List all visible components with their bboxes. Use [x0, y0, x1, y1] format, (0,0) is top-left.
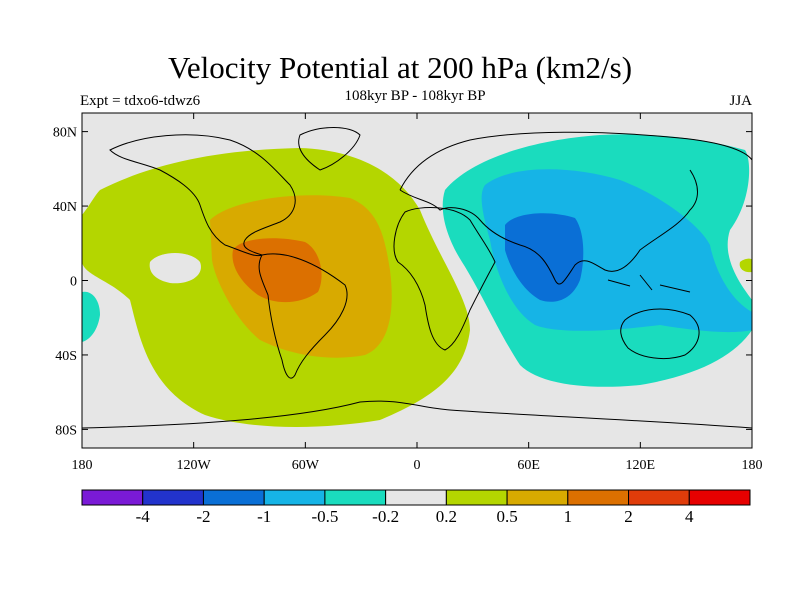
coastline-maritime-continent [607, 274, 691, 293]
map-title: Velocity Potential at 200 hPa (km2/s) [167, 50, 633, 85]
colorbar-label: 2 [624, 507, 633, 526]
coastline-north-america [109, 134, 296, 257]
colorbar-swatch [263, 489, 326, 506]
longitude-axis: 180 120W 60W 0 60E 120E 180 [72, 113, 763, 473]
colorbar-label: -0.5 [311, 507, 338, 526]
coastline-greenland [298, 127, 361, 171]
map-subtitle: 108kyr BP - 108kyr BP [344, 88, 486, 104]
colorbar-swatch [81, 489, 144, 506]
colorbar-swatch [688, 489, 751, 506]
lon-tick-label: 60E [517, 458, 540, 473]
experiment-label: Expt = tdxo6-tdwz6 [80, 93, 201, 109]
colorbar-label: -2 [196, 507, 210, 526]
season-label: JJA [729, 93, 752, 109]
colorbar-swatch [202, 489, 265, 506]
colorbar-label: -0.2 [372, 507, 399, 526]
coastline-europe-asia [399, 131, 752, 285]
lat-tick-label: 80S [55, 423, 77, 438]
colorbar-swatch [567, 489, 630, 506]
latitude-axis: 80N 40N 0 40S 80S [53, 126, 752, 438]
coastline-antarctica [82, 400, 752, 429]
colorbar-label: 4 [685, 507, 694, 526]
colorbar-swatch [385, 489, 447, 506]
coastlines [82, 127, 752, 429]
coastline-south-america [258, 253, 348, 379]
lon-tick-label: 180 [72, 458, 93, 473]
colorbar-label: -1 [257, 507, 271, 526]
coastline-africa [393, 207, 496, 351]
colorbar-swatch [506, 489, 569, 506]
lon-tick-label: 180 [742, 458, 763, 473]
negative-patch-west-edge [82, 291, 100, 342]
colorbar-swatch [324, 489, 387, 506]
colorbar-swatch [445, 489, 508, 506]
colorbar: -4 -2 -1 -0.5 -0.2 0.2 0.5 1 2 4 [81, 489, 751, 526]
lat-tick-label: 40N [53, 200, 77, 215]
negative-contour-1 [505, 213, 584, 302]
contour-fills [82, 127, 752, 429]
lon-tick-label: 120E [626, 458, 656, 473]
colorbar-label: 1 [564, 507, 573, 526]
coastline-australia [620, 308, 700, 359]
lat-tick-label: 0 [70, 275, 77, 290]
lat-tick-label: 40S [55, 349, 77, 364]
positive-contour-1 [232, 238, 322, 303]
lon-tick-label: 120W [177, 458, 212, 473]
lat-tick-label: 80N [53, 126, 77, 141]
colorbar-label: -4 [136, 507, 151, 526]
positive-patch-east-edge [739, 258, 752, 273]
lon-tick-label: 60W [292, 458, 320, 473]
neutral-patch-pacific [149, 253, 201, 284]
colorbar-label: 0.2 [436, 507, 457, 526]
colorbar-swatch [628, 489, 690, 506]
colorbar-label: 0.5 [496, 507, 517, 526]
colorbar-swatch [142, 489, 204, 506]
lon-tick-label: 0 [414, 458, 421, 473]
